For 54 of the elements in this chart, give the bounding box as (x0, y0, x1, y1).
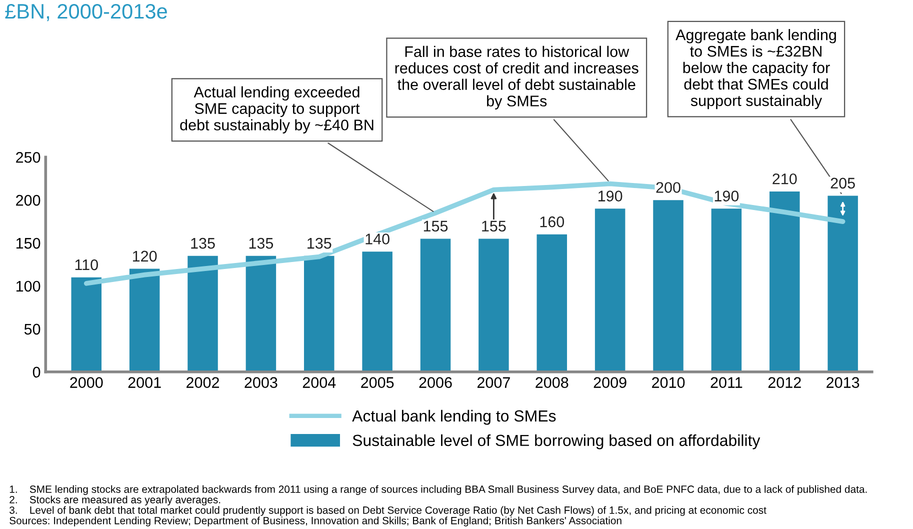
chart-title: £BN, 2000-2013e (5, 4, 167, 22)
bar (71, 277, 102, 372)
y-tick-label: 50 (24, 324, 40, 335)
data-label: 110 (75, 259, 98, 270)
y-tick-label: 100 (16, 280, 40, 292)
bar (246, 256, 276, 372)
bar (304, 256, 334, 372)
data-label: 190 (714, 190, 739, 202)
x-tick-label: 2012 (768, 377, 801, 388)
x-tick-label: 2008 (536, 377, 568, 388)
bar (711, 208, 742, 372)
data-label: 205 (830, 178, 855, 189)
bar (770, 191, 800, 372)
y-tick-label: 250 (16, 152, 40, 163)
text: 1. SME lending stocks are extrapolated backwards from 2011 using a range of sources including BBA Small Business Survey data, and BoE PNFC data, due to a lack of published data. 2. Stocks are measured as yearly averages. 3. Level of bank debt that total market could prudently support is based on Debt Service Coverage Ratio (by Net Cash Flows) of 1.5x, and pricing at economic cost Sources: Independent Lending Review; Department of Business, Innovation and Skills; Bank of England; British Bankers' Association (10, 485, 867, 526)
bar (420, 238, 451, 372)
y-tick-label: 200 (16, 194, 40, 206)
annotation: Fall in base rates to historical low reduces cost of credit and increases the overall level of debt sustainable by SMEs (395, 46, 638, 110)
bar (594, 208, 626, 372)
x-tick-label: 2005 (361, 377, 394, 388)
data-label: 210 (772, 173, 797, 184)
x-tick-label: 2001 (128, 377, 161, 388)
y-tick-label: 150 (16, 238, 40, 249)
bar (536, 234, 568, 372)
bar (653, 200, 684, 372)
legend-label: Sustainable level of SME borrowing based on affordability (352, 434, 760, 450)
x-tick-label: 2010 (652, 377, 685, 388)
data-label: 120 (132, 250, 157, 262)
x-tick-label: 2009 (594, 377, 626, 388)
data-label: 140 (366, 234, 390, 244)
x-tick-label: 2007 (477, 377, 510, 388)
data-label: 160 (540, 216, 564, 228)
x-tick-label: 2003 (244, 377, 278, 388)
y-tick-label: 0 (32, 366, 40, 378)
data-label: 190 (598, 190, 622, 202)
bar (129, 268, 160, 372)
x-tick-label: 2002 (186, 377, 219, 388)
x-tick-label: 2013 (826, 377, 860, 388)
x-tick-label: 2004 (302, 377, 336, 388)
data-label: 135 (249, 238, 274, 249)
data-label: 135 (308, 238, 332, 249)
annotation: Actual lending exceeded SME capacity to support debt sustainably by ~£40 BN (180, 86, 374, 134)
x-tick-label: 2006 (419, 377, 452, 388)
x-tick-label: 2011 (710, 377, 742, 388)
bar (478, 238, 509, 372)
data-label: 155 (424, 220, 448, 232)
annotation: Aggregate bank lending to SMEs is ~£32BN below the capacity for debt that SMEs could support sustainably (676, 29, 836, 110)
legend-label: Actual bank lending to SMEs (352, 410, 556, 425)
bar (362, 252, 392, 372)
data-label: 155 (482, 220, 506, 232)
data-label: 135 (191, 238, 215, 249)
bar (188, 256, 218, 372)
x-tick-label: 2000 (70, 377, 103, 388)
bar (828, 196, 858, 372)
